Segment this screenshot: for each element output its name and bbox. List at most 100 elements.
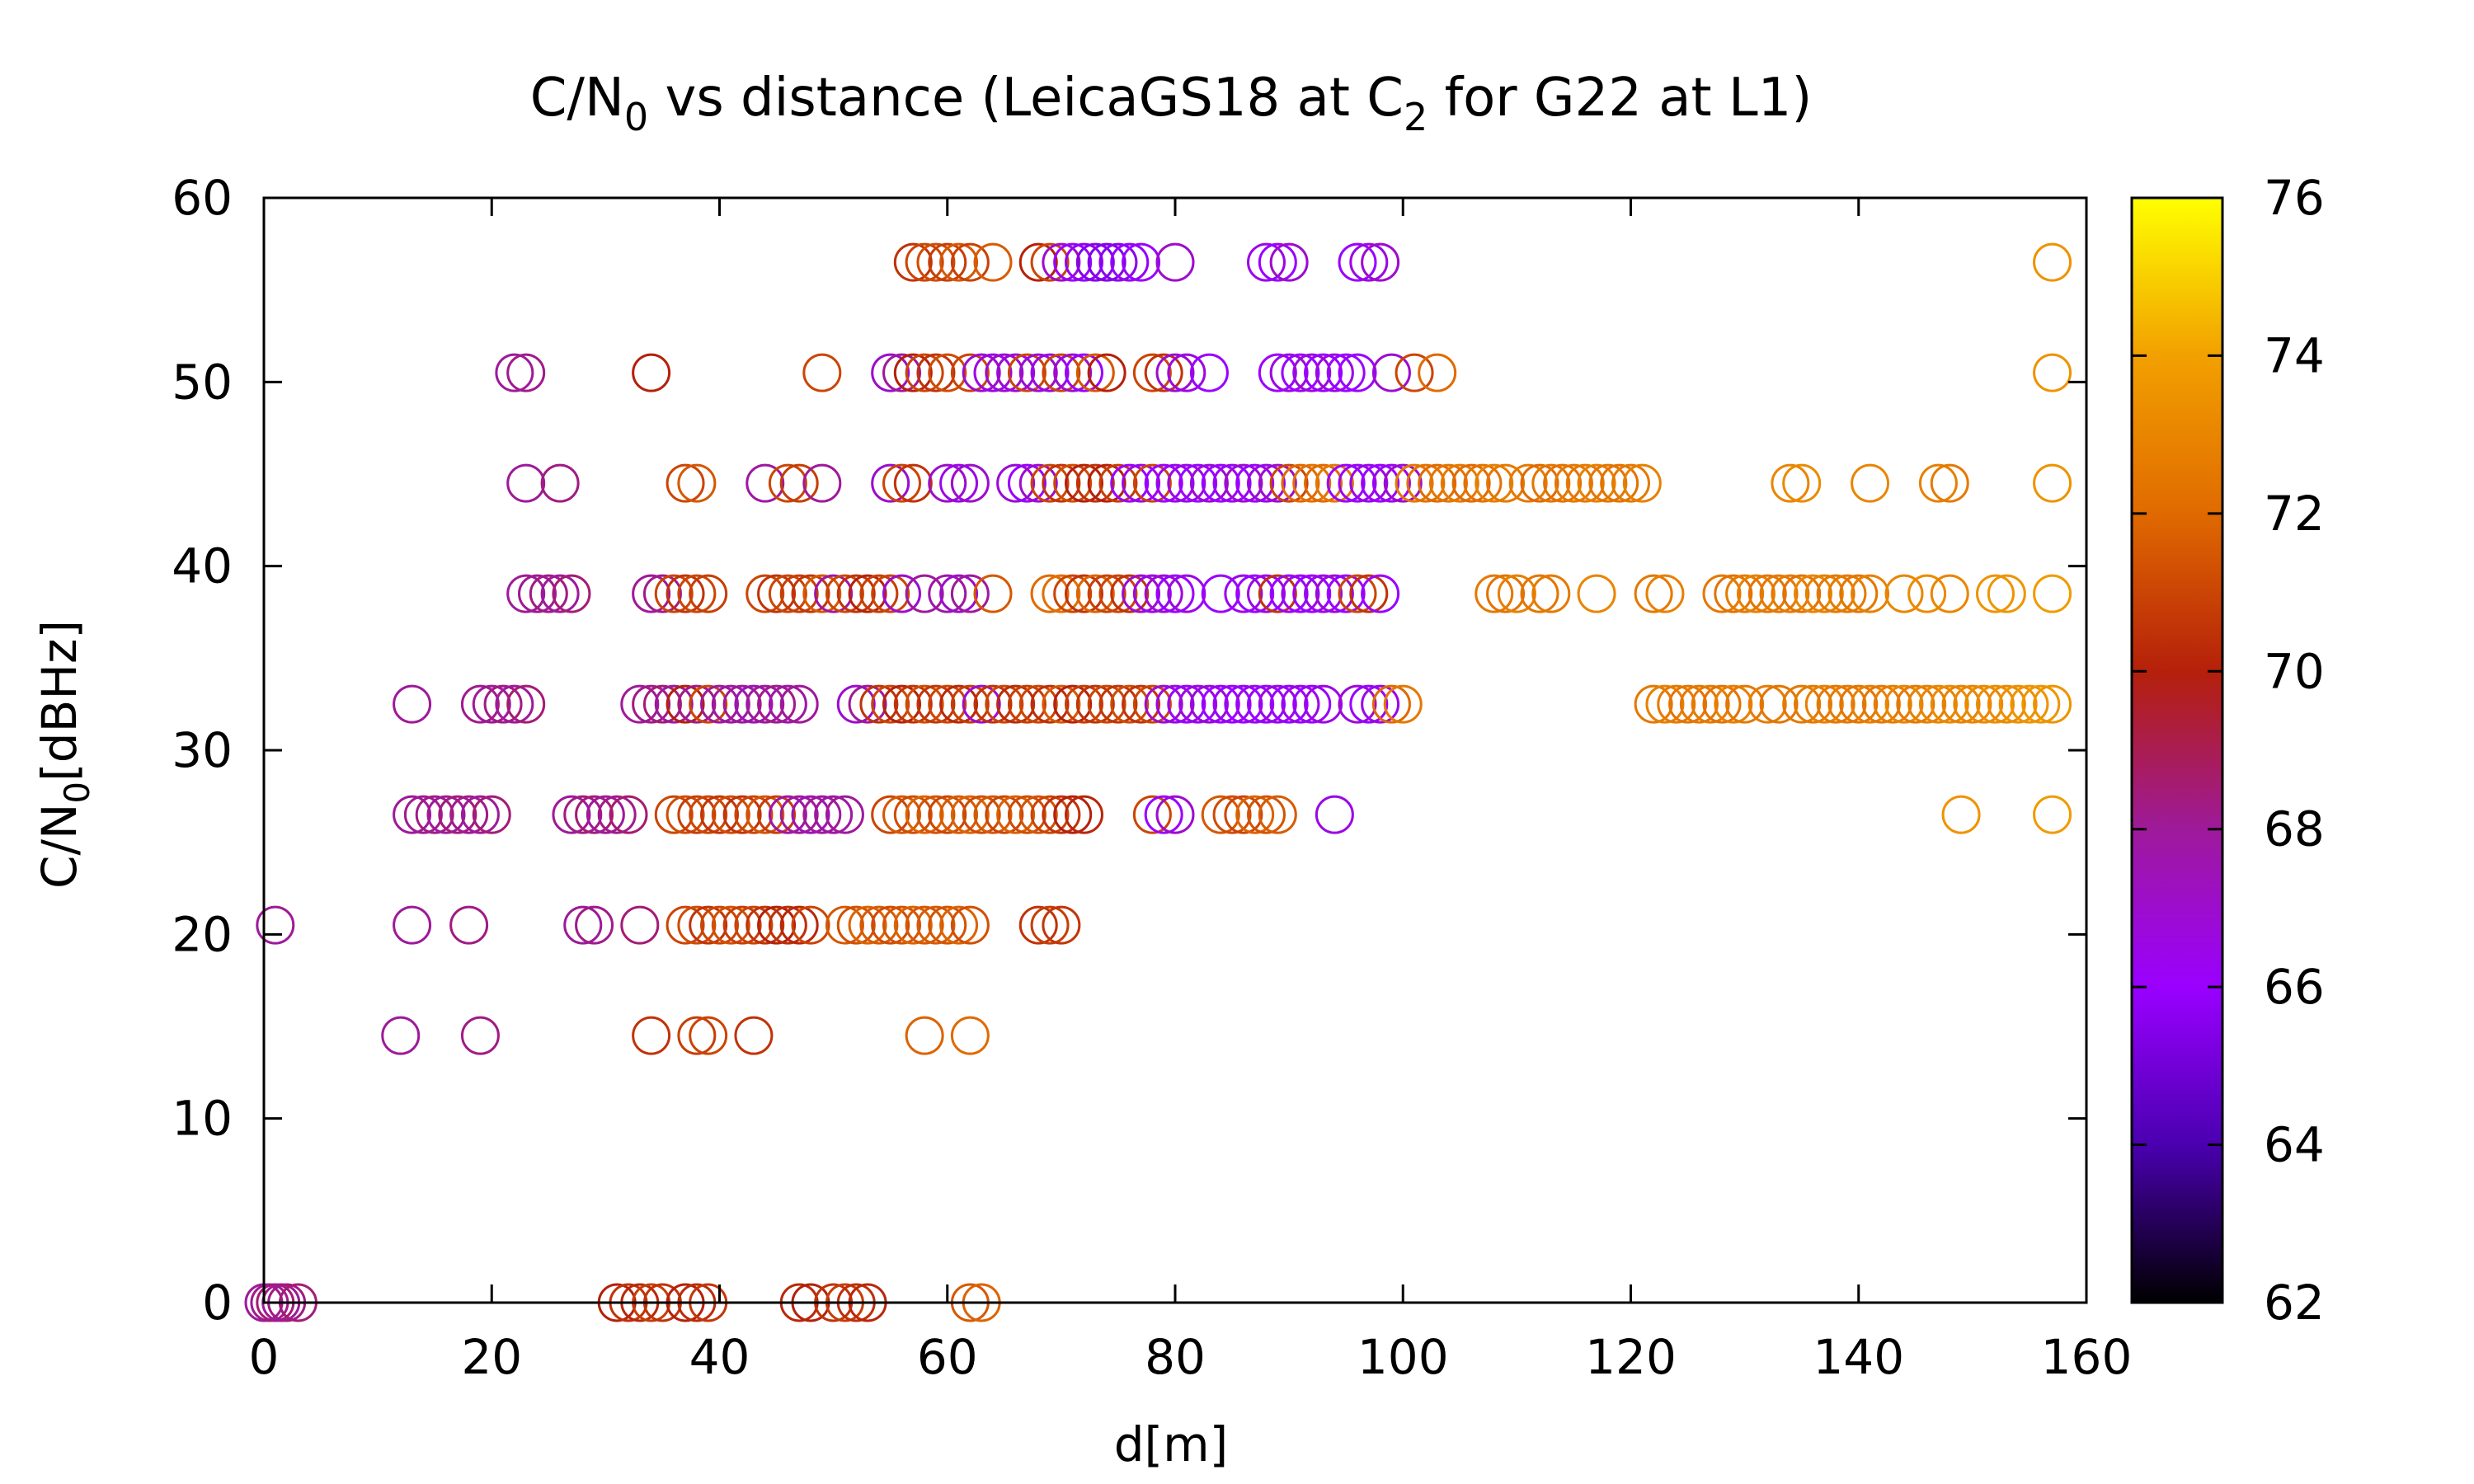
data-point <box>483 684 523 724</box>
data-point <box>1042 684 1081 724</box>
data-point <box>609 795 648 834</box>
x-tick-label: 120 <box>1585 1329 1677 1385</box>
data-point <box>1292 463 1332 503</box>
data-point <box>1520 574 1559 613</box>
data-point <box>1884 684 1924 724</box>
scatter-markers <box>244 242 2072 1322</box>
data-point <box>1395 353 1434 392</box>
data-point <box>973 574 1013 613</box>
data-point <box>1235 463 1275 503</box>
data-point <box>632 353 671 392</box>
data-point <box>1987 684 2026 724</box>
data-point <box>1383 463 1423 503</box>
data-point <box>734 684 774 724</box>
data-point <box>1065 242 1103 282</box>
data-point <box>1053 684 1093 724</box>
y-tick-label: 40 <box>172 538 233 594</box>
x-tick-label: 40 <box>689 1329 750 1385</box>
data-point <box>802 463 842 503</box>
data-point <box>689 574 728 613</box>
data-point <box>1884 574 1924 613</box>
data-point <box>1201 463 1240 503</box>
data-point <box>1702 684 1742 724</box>
data-point <box>1315 463 1354 503</box>
data-point <box>1075 684 1115 724</box>
data-point <box>893 905 933 945</box>
data-point <box>1794 684 1832 724</box>
data-point <box>1110 574 1150 613</box>
data-point <box>916 905 956 945</box>
data-point <box>1201 574 1240 613</box>
data-point <box>1155 795 1195 834</box>
data-point <box>939 795 979 834</box>
data-point <box>1132 684 1172 724</box>
data-point <box>1782 684 1822 724</box>
data-point <box>1349 684 1389 724</box>
data-point <box>2033 795 2072 834</box>
data-point <box>1475 574 1514 613</box>
data-point <box>1953 684 1992 724</box>
data-point <box>575 905 614 945</box>
data-point <box>495 353 534 392</box>
chart-title: C/N0 vs distance (LeicaGS18 at C2 for G2… <box>530 68 1813 139</box>
data-point <box>893 463 933 503</box>
data-point <box>1178 463 1218 503</box>
data-point <box>1964 684 2004 724</box>
data-point <box>689 684 728 724</box>
data-point <box>1292 684 1332 724</box>
data-point <box>1269 463 1309 503</box>
data-point <box>962 795 1001 834</box>
data-point <box>848 574 887 613</box>
data-point <box>893 353 933 392</box>
data-point <box>1098 463 1138 503</box>
data-point <box>1189 463 1229 503</box>
y-tick-label: 60 <box>172 170 233 226</box>
data-point <box>779 795 819 834</box>
data-point <box>1634 574 1673 613</box>
data-point <box>1224 463 1263 503</box>
data-point <box>1861 684 1901 724</box>
data-point <box>1851 574 1890 613</box>
data-point <box>632 684 671 724</box>
data-point <box>393 905 432 945</box>
data-point <box>1007 684 1047 724</box>
data-point <box>1361 242 1400 282</box>
x-tick-label: 140 <box>1813 1329 1904 1385</box>
data-point <box>1224 574 1263 613</box>
data-point <box>1007 795 1047 834</box>
data-point <box>1292 353 1332 392</box>
data-point <box>1201 684 1240 724</box>
data-point <box>1224 684 1263 724</box>
data-point <box>381 1016 421 1055</box>
data-point <box>1087 574 1126 613</box>
data-point <box>1212 795 1252 834</box>
data-point <box>1189 684 1229 724</box>
data-point <box>1816 574 1856 613</box>
data-point <box>1075 463 1115 503</box>
data-point <box>1144 574 1183 613</box>
data-point <box>916 242 956 282</box>
data-point <box>666 463 705 503</box>
data-point <box>677 463 717 503</box>
data-point <box>1930 574 1969 613</box>
data-point <box>734 905 774 945</box>
data-point <box>1759 574 1799 613</box>
data-point <box>1018 684 1058 724</box>
data-point <box>1155 574 1195 613</box>
data-point <box>1167 574 1206 613</box>
data-point <box>973 353 1013 392</box>
data-point <box>1235 795 1275 834</box>
data-point <box>1326 574 1366 613</box>
data-point <box>1155 242 1195 282</box>
data-point <box>996 795 1036 834</box>
data-point <box>1714 684 1753 724</box>
data-point <box>620 684 660 724</box>
data-point <box>745 905 785 945</box>
data-point <box>1030 795 1070 834</box>
data-point <box>1030 353 1070 392</box>
data-point <box>700 684 739 724</box>
data-point <box>768 463 807 503</box>
data-point <box>711 684 750 724</box>
colorbar-tick-label: 64 <box>2264 1117 2325 1173</box>
data-point <box>916 353 956 392</box>
